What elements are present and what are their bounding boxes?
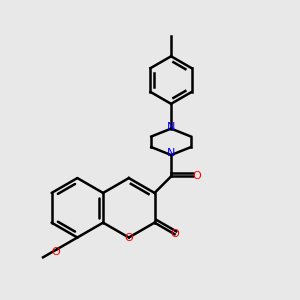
Text: O: O	[170, 229, 179, 239]
Text: N: N	[167, 122, 175, 132]
Text: O: O	[51, 248, 60, 257]
Text: O: O	[192, 171, 201, 182]
Text: O: O	[124, 232, 133, 242]
Text: N: N	[167, 148, 175, 158]
